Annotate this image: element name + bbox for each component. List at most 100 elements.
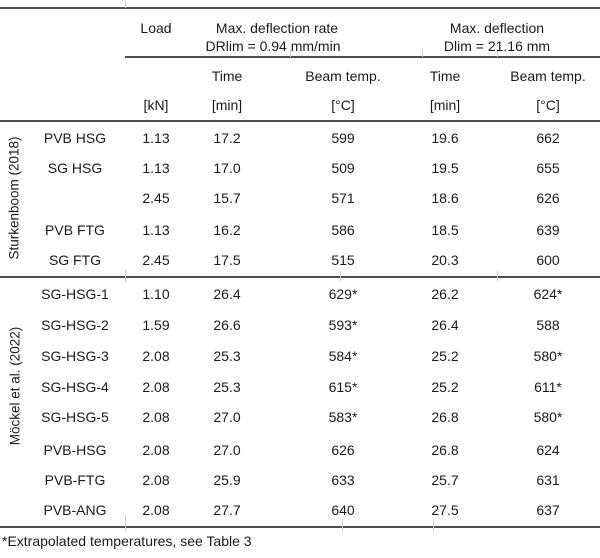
cell-d-time: 19.6 [431, 130, 459, 146]
column-header-d-time: Time [429, 68, 461, 84]
unit-dr-temp: [°C] [331, 97, 355, 113]
cell-d-temp: 611* [534, 379, 562, 395]
table-row: SG-HSG-2 1.59 26.6 593* 26.4 588 [0, 314, 600, 336]
cell-dr-time: 25.3 [213, 379, 241, 395]
cell-d-time: 25.2 [431, 348, 459, 364]
group-divider-rule [0, 276, 600, 278]
cell-specimen: PVB FTG [45, 222, 105, 238]
cell-load: 2.45 [142, 190, 170, 206]
cell-specimen: PVB-HSG [43, 442, 107, 458]
table-row: PVB HSG 1.13 17.2 599 19.6 662 [0, 127, 600, 149]
table-row: PVB-ANG 2.08 27.7 640 27.5 637 [0, 499, 600, 521]
cell-dr-temp: 571 [331, 190, 355, 206]
cell-dr-temp: 509 [331, 160, 355, 176]
gridline-stub [497, 49, 498, 57]
cell-dr-temp: 615* [328, 379, 358, 395]
cell-d-temp: 662 [536, 130, 560, 146]
gridline-stub [290, 49, 291, 57]
cell-dr-temp: 584* [328, 348, 358, 364]
cell-load: 1.13 [142, 222, 170, 238]
header-bottom-rule [0, 120, 600, 122]
cell-dr-time: 17.0 [213, 160, 241, 176]
cell-d-temp: 631 [536, 472, 560, 488]
cell-specimen: SG-HSG-1 [41, 286, 109, 302]
cell-load: 2.08 [142, 409, 170, 425]
column-header-dr-temp: Beam temp. [305, 68, 381, 84]
cell-specimen: PVB HSG [43, 130, 107, 146]
gridline-stub [125, 0, 126, 8]
cell-d-time: 26.4 [431, 317, 459, 333]
cell-load: 2.08 [142, 348, 170, 364]
cell-load: 2.08 [142, 502, 170, 518]
table-row: 2.45 15.7 571 18.6 626 [0, 187, 600, 209]
cell-d-temp: 655 [536, 160, 560, 176]
cell-dr-temp: 626 [331, 442, 355, 458]
cell-dr-temp: 583* [328, 409, 358, 425]
cell-load: 2.08 [142, 472, 170, 488]
cell-d-time: 20.3 [431, 252, 459, 268]
gridline-stub [125, 515, 126, 531]
cell-specimen: SG FTG [48, 252, 102, 268]
table-row: SG-HSG-1 1.10 26.4 629* 26.2 624* [0, 283, 600, 305]
column-header-d-temp: Beam temp. [510, 68, 586, 84]
header-section-rule [125, 56, 600, 58]
cell-d-time: 25.7 [431, 472, 459, 488]
cell-dr-temp: 633 [331, 472, 355, 488]
cell-d-time: 27.5 [431, 502, 459, 518]
cell-d-temp: 624 [536, 442, 560, 458]
cell-dr-time: 16.2 [213, 222, 241, 238]
cell-d-temp: 600 [536, 252, 560, 268]
cell-dr-temp: 586 [331, 222, 355, 238]
cell-specimen: SG-HSG-5 [41, 409, 109, 425]
cell-dr-time: 25.3 [213, 348, 241, 364]
table-row: PVB-HSG 2.08 27.0 626 26.8 624 [0, 439, 600, 461]
column-header-load: Load [140, 20, 172, 36]
cell-d-time: 18.6 [431, 190, 459, 206]
cell-dr-time: 17.2 [213, 130, 241, 146]
cell-d-time: 26.8 [431, 442, 459, 458]
cell-specimen: SG-HSG-3 [41, 348, 109, 364]
section-subheader-drlim: DRlim = 0.94 mm/min [205, 38, 341, 54]
gridline-stub [497, 271, 498, 281]
cell-specimen: SG-HSG-2 [41, 317, 109, 333]
unit-d-time: [min] [429, 97, 461, 113]
table-top-rule [0, 7, 600, 9]
gridline-stub [340, 271, 341, 281]
cell-d-temp: 588 [536, 317, 560, 333]
cell-load: 1.13 [142, 130, 170, 146]
cell-d-temp: 637 [536, 502, 560, 518]
cell-d-time: 19.5 [431, 160, 459, 176]
cell-load: 1.59 [142, 317, 170, 333]
table-row: SG-HSG-4 2.08 25.3 615* 25.2 611* [0, 376, 600, 398]
column-header-dr-time: Time [211, 68, 243, 84]
cell-d-temp: 626 [536, 190, 560, 206]
table-row: PVB-FTG 2.08 25.9 633 25.7 631 [0, 469, 600, 491]
cell-specimen: SG-HSG-4 [41, 379, 109, 395]
cell-d-time: 18.5 [431, 222, 459, 238]
cell-specimen: PVB-ANG [43, 502, 107, 518]
cell-dr-time: 17.5 [213, 252, 241, 268]
table-row: PVB FTG 1.13 16.2 586 18.5 639 [0, 219, 600, 241]
cell-load: 2.45 [142, 252, 170, 268]
cell-dr-time: 26.6 [213, 317, 241, 333]
gridline-stub [342, 519, 343, 531]
cell-dr-time: 15.7 [213, 190, 241, 206]
cell-d-temp: 639 [536, 222, 560, 238]
cell-d-time: 26.8 [431, 409, 459, 425]
unit-dr-time: [min] [211, 97, 243, 113]
cell-load: 2.08 [142, 442, 170, 458]
cell-d-temp: 624* [533, 286, 563, 302]
cell-dr-time: 27.7 [213, 502, 241, 518]
cell-d-temp: 580* [533, 348, 563, 364]
gridline-stub [422, 49, 423, 57]
cell-d-time: 26.2 [431, 286, 459, 302]
table-bottom-rule [0, 526, 600, 528]
table-row: SG FTG 2.45 17.5 515 20.3 600 [0, 249, 600, 271]
cell-load: 1.13 [142, 160, 170, 176]
unit-d-temp: [°C] [536, 97, 560, 113]
table-row: SG HSG 1.13 17.0 509 19.5 655 [0, 157, 600, 179]
cell-dr-time: 27.0 [213, 409, 241, 425]
cell-specimen: PVB-FTG [44, 472, 106, 488]
cell-dr-temp: 515 [331, 252, 355, 268]
